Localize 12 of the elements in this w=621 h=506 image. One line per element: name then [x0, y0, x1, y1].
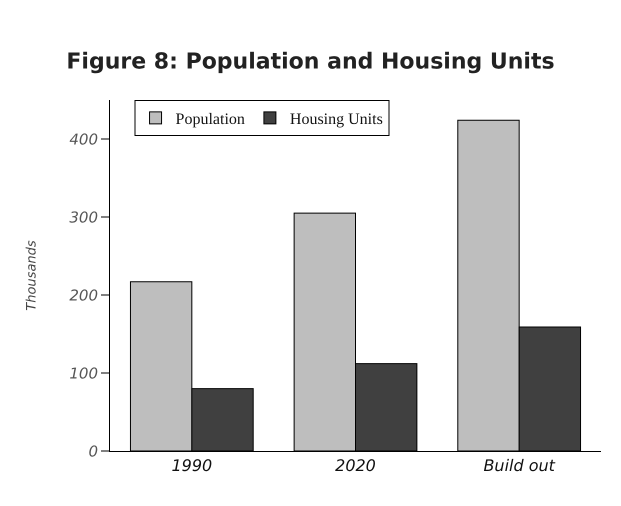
y-tick-label: 0 — [88, 442, 98, 460]
y-tick-label: 300 — [69, 208, 98, 226]
y-axis-title: Thousands — [24, 240, 40, 311]
chart-title: Figure 8: Population and Housing Units — [66, 50, 555, 75]
legend-label: Population — [176, 111, 245, 128]
x-tick-label: Build out — [483, 456, 556, 476]
x-tick-label: 1990 — [171, 456, 212, 476]
y-tick-label: 100 — [69, 364, 98, 382]
legend-label: Housing Units — [290, 111, 383, 128]
y-tick-label: 400 — [69, 130, 98, 148]
y-tick-label: 200 — [69, 286, 98, 304]
x-tick-label: 2020 — [335, 456, 376, 476]
